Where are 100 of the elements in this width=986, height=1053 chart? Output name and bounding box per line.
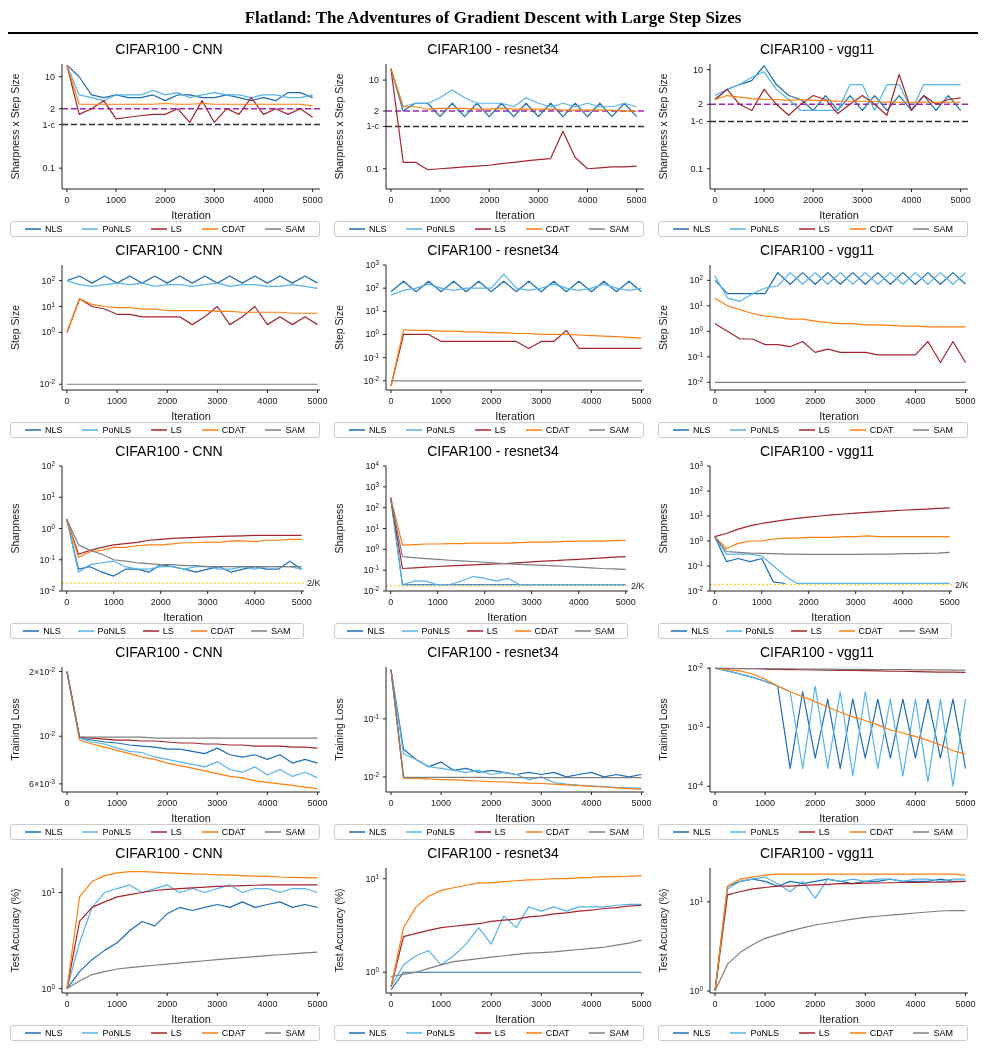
x-tick-label: 1000	[430, 195, 451, 205]
legend-label: LS	[162, 626, 174, 636]
x-tick-label: 0	[64, 597, 70, 607]
y-tick-label: 10$^{2}$	[41, 274, 56, 286]
x-tick-label: 5000	[950, 195, 971, 205]
legend-label: NLS	[692, 827, 711, 837]
legend-label: PoNLS	[426, 1028, 455, 1038]
legend-label: PoNLS	[421, 626, 451, 636]
x-axis-title: Iteration	[819, 410, 859, 422]
legend-label: PoNLS	[750, 1028, 779, 1038]
x-tick-label: 5000	[955, 396, 976, 406]
x-tick-label: 4000	[257, 999, 278, 1009]
legend-label: CDAT	[534, 626, 559, 636]
x-tick-label: 2000	[157, 798, 178, 808]
legend-label: PoNLS	[102, 827, 131, 837]
legend-label: PoNLS	[750, 827, 779, 837]
legend-label: SAM	[609, 827, 629, 837]
legend-label: CDAT	[221, 224, 246, 234]
legend-label: PoNLS	[97, 626, 127, 636]
x-tick-label: 2000	[798, 597, 819, 607]
legend-label: PoNLS	[426, 425, 455, 435]
legend-label: SAM	[609, 224, 629, 234]
x-axis-title: Iteration	[819, 209, 859, 221]
y-tick-label: 6×10$^{-3}$	[29, 777, 56, 789]
x-tick-label: 0	[64, 396, 70, 406]
y-tick-label: 10$^{0}$	[41, 982, 56, 994]
legend-label: SAM	[933, 224, 953, 234]
y-tick-label: 10$^{0}$	[365, 542, 380, 555]
y-tick-label: 10$^{-1}$	[363, 712, 380, 724]
y-axis-title: Test Accuracy (%)	[333, 888, 345, 973]
y-tick-label: 10$^{1}$	[365, 522, 380, 534]
legend-label: SAM	[933, 425, 953, 435]
x-tick-label: 2000	[157, 999, 178, 1009]
legend-label: SAM	[595, 626, 615, 636]
x-axis-title: Iteration	[811, 611, 851, 623]
legend-label: SAM	[271, 626, 291, 636]
legend-label: PoNLS	[745, 626, 775, 636]
legend-label: LS	[810, 626, 822, 636]
y-axis-title: Step Size	[333, 304, 345, 350]
y-tick-label: 10$^{1}$	[689, 299, 704, 311]
x-tick-label: 3000	[204, 195, 225, 205]
x-tick-label: 1000	[755, 798, 776, 808]
x-tick-label: 5000	[955, 999, 976, 1009]
y-tick-label: 1-c	[690, 116, 704, 127]
legend-label: NLS	[692, 224, 711, 234]
legend-label: LS	[818, 224, 830, 234]
legend-label: SAM	[933, 827, 953, 837]
x-tick-label: 3000	[855, 396, 876, 406]
y-tick-label: 10$^{1}$	[41, 886, 56, 898]
x-axis-title: Iteration	[163, 611, 203, 623]
y-tick-label: 10$^{1}$	[41, 300, 56, 312]
y-axis-title: Training Loss	[333, 698, 345, 761]
y-tick-label: 10$^{4}$	[365, 459, 380, 471]
legend-label: CDAT	[221, 827, 246, 837]
x-tick-label: 5000	[631, 396, 652, 406]
x-tick-label: 1000	[103, 597, 124, 607]
y-tick-label: 10$^{1}$	[689, 895, 704, 907]
x-tick-label: 0	[64, 999, 70, 1009]
chart-title: CIFAR100 - vgg11	[758, 442, 876, 460]
x-axis-title: Iteration	[495, 1013, 535, 1025]
y-tick-label: 10$^{1}$	[365, 872, 380, 884]
x-tick-label: 4000	[905, 396, 926, 406]
x-tick-label: 2000	[805, 999, 826, 1009]
x-axis-title: Iteration	[495, 410, 535, 422]
y-axis-title: Sharpness x Step Size	[9, 73, 21, 180]
y-axis-title: Sharpness	[9, 503, 21, 554]
ref-line-label: 2/K	[307, 578, 321, 589]
y-tick-label: 10$^{0}$	[365, 327, 380, 340]
y-tick-label: 2	[49, 103, 55, 114]
chart-title: CIFAR100 - resnet34	[426, 241, 560, 259]
y-tick-label: 10$^{0}$	[689, 534, 704, 546]
legend-label: LS	[170, 1028, 182, 1038]
chart-title: CIFAR100 - vgg11	[758, 844, 876, 862]
legend-label: PoNLS	[102, 1028, 131, 1038]
legend-label: CDAT	[869, 224, 894, 234]
x-tick-label: 0	[712, 597, 718, 607]
legend-label: NLS	[44, 224, 63, 234]
x-tick-label: 4000	[257, 798, 278, 808]
x-tick-label: 4000	[568, 597, 589, 607]
x-tick-label: 1000	[106, 195, 127, 205]
legend-label: CDAT	[221, 1028, 246, 1038]
x-tick-label: 2000	[803, 195, 824, 205]
chart-title: CIFAR100 - vgg11	[758, 40, 876, 58]
x-tick-label: 0	[64, 798, 70, 808]
legend-label: NLS	[44, 1028, 63, 1038]
legend-label: CDAT	[869, 827, 894, 837]
y-tick-label: 10$^{-2}$	[687, 584, 704, 596]
x-tick-label: 2000	[481, 798, 502, 808]
y-tick-label: 10$^{0}$	[365, 965, 380, 978]
x-tick-label: 2000	[479, 195, 500, 205]
y-axis-title: Training Loss	[9, 698, 21, 761]
x-tick-label: 4000	[905, 798, 926, 808]
x-tick-label: 2000	[805, 798, 826, 808]
legend-label: SAM	[609, 425, 629, 435]
y-tick-label: 0.1	[366, 163, 379, 174]
y-tick-label: 10$^{-3}$	[687, 720, 704, 733]
legend-label: SAM	[285, 1028, 305, 1038]
legend-label: NLS	[43, 626, 61, 636]
y-tick-label: 10$^{-1}$	[363, 563, 380, 576]
legend-label: PoNLS	[426, 224, 455, 234]
